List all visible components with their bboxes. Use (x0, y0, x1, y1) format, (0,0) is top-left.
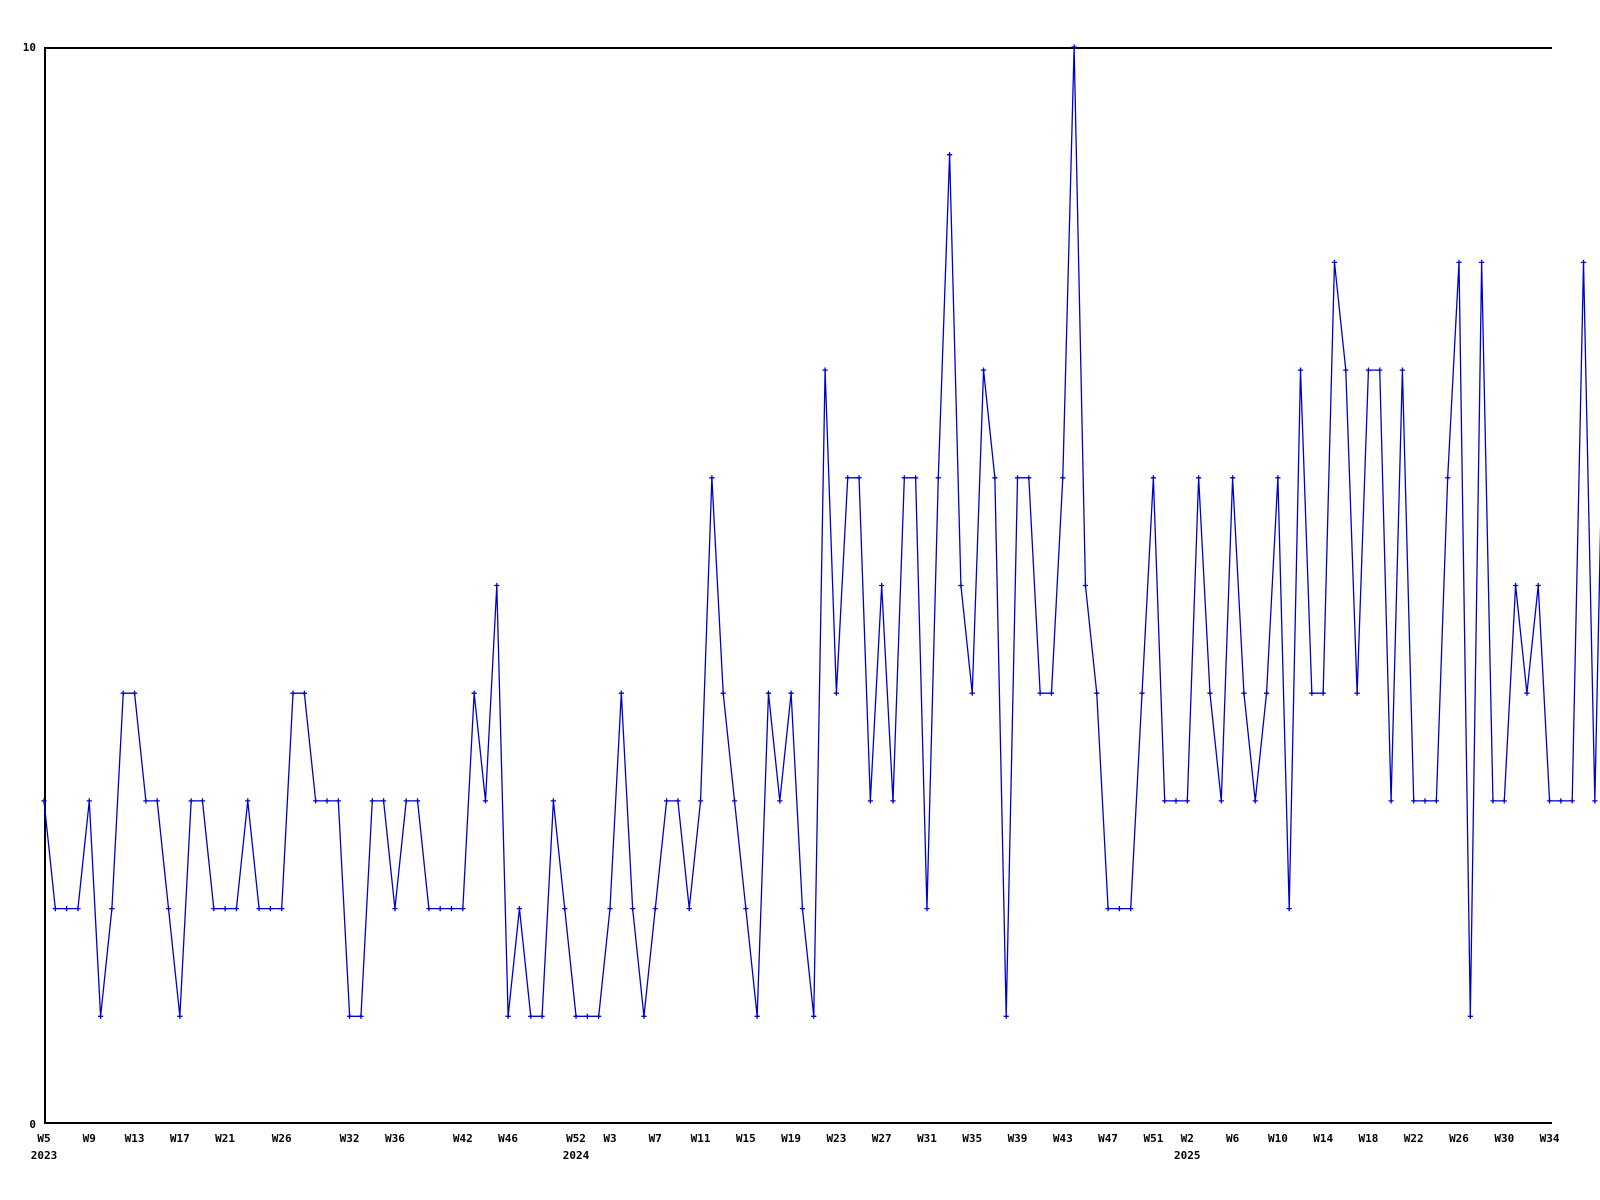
x-axis-tick-label: W31 (917, 1132, 937, 1145)
x-axis-tick-label: W36 (384, 1132, 405, 1145)
x-axis-tick-label: W30 (1494, 1132, 1515, 1145)
x-axis-tick-label: W15 (735, 1132, 756, 1145)
x-axis-tick-label: W9 (82, 1132, 96, 1145)
x-axis-tick-label: W10 (1267, 1132, 1288, 1145)
x-axis-tick-label: W17 (169, 1132, 190, 1145)
x-axis-year-label: 2024 (562, 1149, 590, 1162)
x-axis-tick-label: W52 (566, 1132, 586, 1145)
x-axis-year-label: 2023 (30, 1149, 58, 1162)
x-axis-tick-label: W32 (339, 1132, 360, 1145)
x-axis-tick-label: W7 (648, 1132, 662, 1145)
x-axis-tick-label: W3 (603, 1132, 617, 1145)
x-axis-tick-label: W47 (1098, 1132, 1119, 1145)
x-axis-tick-label: W23 (826, 1132, 847, 1145)
x-axis-tick-label: W14 (1313, 1132, 1334, 1145)
x-axis-tick-label: W5 (37, 1132, 51, 1145)
x-axis-tick-label: W51 (1143, 1132, 1164, 1145)
y-axis-max-label: 10 (22, 41, 36, 54)
x-axis-tick-label: W22 (1403, 1132, 1424, 1145)
x-axis-tick-label: W21 (215, 1132, 236, 1145)
x-axis-tick-label: W35 (962, 1132, 983, 1145)
x-axis-tick-label: W18 (1358, 1132, 1379, 1145)
plot-area (44, 47, 1552, 1124)
x-axis-tick-label: W42 (452, 1132, 473, 1145)
y-axis-min-label: 0 (29, 1118, 36, 1131)
x-axis-tick-label: W2 (1180, 1132, 1194, 1145)
x-axis-tick-label: W27 (871, 1132, 892, 1145)
x-axis-tick-label: W26 (271, 1132, 292, 1145)
x-axis-tick-label: W34 (1539, 1132, 1560, 1145)
x-axis-tick-label: W43 (1052, 1132, 1073, 1145)
x-axis-tick-label: W39 (1007, 1132, 1028, 1145)
x-axis-tick-label: W26 (1449, 1132, 1469, 1145)
x-axis-tick-label: W11 (690, 1132, 711, 1145)
x-axis-tick-label: W13 (124, 1132, 145, 1145)
x-axis-year-label: 2025 (1174, 1149, 1201, 1162)
x-axis-tick-label: W6 (1225, 1132, 1240, 1145)
x-axis-tick-label: W46 (498, 1132, 519, 1145)
x-axis-tick-label: W19 (781, 1132, 802, 1145)
